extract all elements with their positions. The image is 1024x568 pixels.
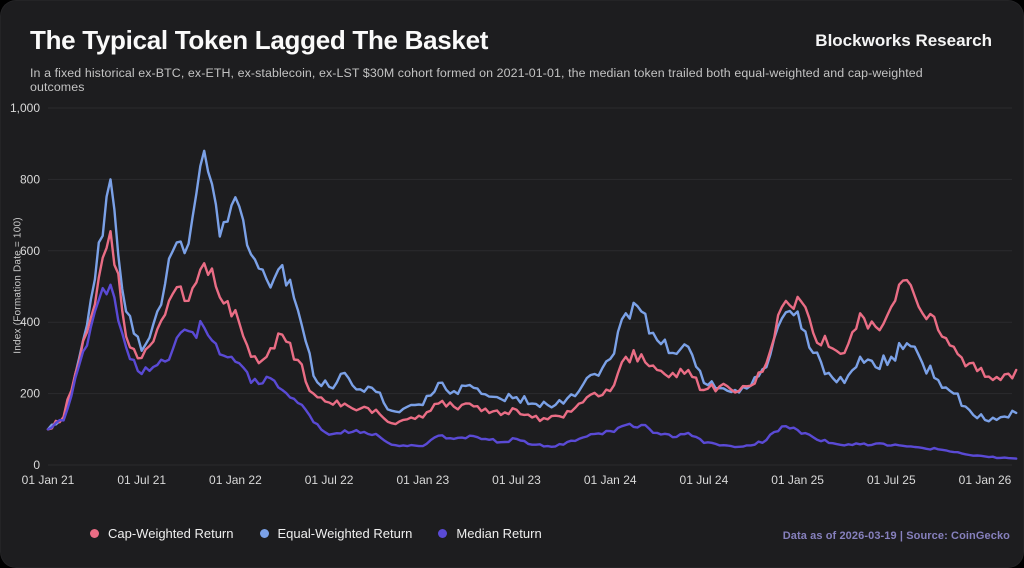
legend-label: Equal-Weighted Return [277,526,413,541]
y-tick-label: 0 [33,458,40,472]
x-tick-label: 01 Jan 26 [959,473,1012,487]
legend-label: Median Return [456,526,542,541]
y-tick-label: 600 [20,244,40,258]
y-tick-label: 400 [20,315,40,329]
series-line-cap-weighted-return [46,230,1018,431]
legend-dot [90,529,99,538]
x-tick-label: 01 Jul 22 [305,473,354,487]
x-tick-label: 01 Jan 25 [771,473,824,487]
x-tick-label: 01 Jul 25 [867,473,916,487]
data-source-note: Data as of 2026-03-19 | Source: CoinGeck… [782,530,1010,542]
legend-dot [438,529,448,538]
x-tick-label: 01 Jul 24 [680,473,729,487]
legend-item-cap-weighted-return[interactable]: Cap-Weighted Return [90,526,234,541]
y-tick-label: 200 [20,387,40,401]
x-tick-label: 01 Jul 23 [492,473,541,487]
x-tick-label: 01 Jan 23 [396,473,449,487]
x-tick-label: 01 Jan 24 [584,473,637,487]
series-line-equal-weighted-return [46,149,1018,431]
brand-logo-text: Blockworks Research [815,31,992,50]
x-tick-label: 01 Jan 21 [22,473,75,487]
legend-dot [259,529,269,538]
legend-label: Cap-Weighted Return [108,526,234,541]
legend-item-equal-weighted-return[interactable]: Equal-Weighted Return [259,526,413,541]
legend: Cap-Weighted Return Equal-Weighted Return… [90,526,542,541]
x-tick-label: 01 Jan 22 [209,473,262,487]
series-line-median-return [46,283,1018,460]
page-title: The Typical Token Lagged The Basket [30,25,489,55]
y-tick-label: 800 [20,172,40,186]
chart-subtitle: In a fixed historical ex-BTC, ex-ETH, ex… [30,66,923,94]
y-tick-label: 1,000 [10,101,40,115]
x-tick-label: 01 Jul 21 [117,473,166,487]
legend-item-median-return[interactable]: Median Return [438,526,542,541]
